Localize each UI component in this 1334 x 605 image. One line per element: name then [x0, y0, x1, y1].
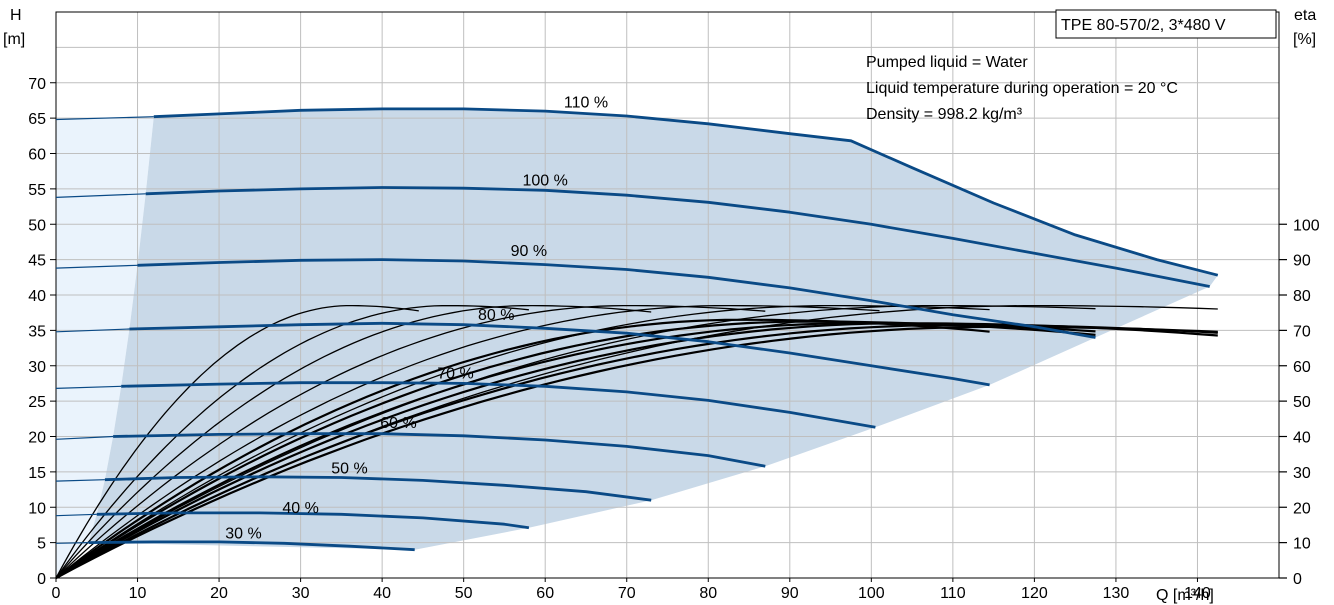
info-pumped-liquid: Pumped liquid = Water [866, 54, 1028, 71]
x-tick-label: 90 [781, 585, 799, 602]
y-right-tick-label: 40 [1293, 430, 1311, 447]
x-tick-label: 60 [536, 585, 554, 602]
axis-ticks: 0 10 20 30 40 50 60 70 80 90 100 110 120 130 140051015… [28, 76, 1320, 602]
head-curve-label: 90 % [511, 243, 547, 260]
x-tick-label: 130 [1103, 585, 1130, 602]
title-box [1055, 9, 1277, 39]
head-curve-min-flow-segment [55, 435, 114, 440]
efficiency-curve [55, 325, 1218, 579]
x-tick-label: 110 [940, 585, 966, 602]
head-curves [55, 107, 1219, 552]
head-curve-label: 30 % [225, 525, 261, 542]
y-right-tick-label: 80 [1293, 288, 1311, 305]
x-tick-label: 50 [455, 585, 473, 602]
x-tick-label: 40 [373, 585, 391, 602]
head-curve-min-flow-segment [55, 385, 122, 389]
head-curve [121, 381, 876, 429]
head-curve [96, 511, 530, 530]
x-tick-label: 20 [210, 585, 228, 602]
efficiency-curves [55, 304, 1218, 579]
head-curve [104, 475, 652, 502]
y-right-tick-label: 60 [1293, 359, 1311, 376]
head-curve-min-flow-segment [55, 479, 105, 482]
chart-title: TPE 80-570/2, 3*480 V [1061, 17, 1226, 34]
head-curve [145, 186, 1210, 288]
head-curve-label: 70 % [437, 365, 473, 382]
y-right-tick-label: 30 [1293, 465, 1311, 482]
y-left-tick-label: 55 [28, 182, 46, 199]
efficiency-curve [55, 304, 990, 579]
head-curve [137, 258, 1096, 339]
y-left-tick-label: 20 [28, 430, 46, 447]
head-curve [113, 432, 766, 468]
y-left-tick-label: 25 [28, 394, 46, 411]
head-curve [88, 540, 415, 552]
y-left-axis-label-line1: H [10, 7, 22, 24]
efficiency-curve [55, 304, 1096, 579]
head-curve-min-flow-segment [55, 328, 130, 333]
efficiency-curve [55, 304, 419, 579]
y-right-tick-label: 10 [1293, 536, 1311, 553]
head-curve-labels: 110 % 100 % 90 % 80 % 70 % 60 % 50 % 40 % 30 % [225, 95, 608, 543]
operating-area-fill [88, 108, 1218, 550]
y-left-tick-label: 60 [28, 147, 46, 164]
head-curve-min-flow-segment [55, 264, 138, 269]
x-tick-label: 140 [1184, 585, 1211, 602]
y-left-tick-label: 40 [28, 288, 46, 305]
head-curve-label: 60 % [380, 415, 416, 432]
head-curve-min-flow-segment [55, 542, 89, 544]
x-tick-label: 120 [1021, 585, 1048, 602]
head-curve-label: 80 % [478, 307, 514, 324]
y-left-tick-label: 35 [28, 323, 46, 340]
x-tick-label: 30 [292, 585, 310, 602]
head-curve-min-flow-segment [55, 193, 146, 198]
y-right-axis-label-line2: [%] [1293, 31, 1316, 48]
y-left-tick-label: 10 [28, 500, 46, 517]
y-left-tick-label: 15 [28, 465, 46, 482]
x-tick-label: 10 [129, 585, 147, 602]
y-left-tick-label: 50 [28, 217, 46, 234]
y-left-tick-label: 0 [37, 571, 46, 588]
y-right-tick-label: 90 [1293, 253, 1311, 270]
y-right-tick-label: 0 [1293, 571, 1302, 588]
info-liquid-temperature: Liquid temperature during operation = 20… [866, 80, 1178, 97]
x-axis-label: Q [m³/h] [1156, 587, 1214, 604]
x-tick-label: 70 [618, 585, 636, 602]
head-curve-label: 40 % [282, 500, 318, 517]
head-curve-min-flow-segment [55, 513, 97, 517]
x-tick-label: 80 [699, 585, 717, 602]
operating-area [56, 108, 1218, 578]
y-right-tick-label: 20 [1293, 500, 1311, 517]
y-left-tick-label: 5 [37, 536, 46, 553]
y-left-axis-label-line2: [m] [3, 31, 25, 48]
y-right-tick-label: 50 [1293, 394, 1311, 411]
head-curve-label: 110 % [564, 95, 608, 112]
y-right-tick-label: 70 [1293, 323, 1311, 340]
grid [55, 11, 1280, 579]
y-right-tick-label: 100 [1293, 217, 1320, 234]
head-curve-min-flow-segment [55, 116, 154, 121]
y-left-tick-label: 30 [28, 359, 46, 376]
head-curve-label: 100 % [523, 172, 568, 189]
y-right-axis-label-line1: eta [1294, 7, 1316, 24]
y-left-tick-label: 65 [28, 111, 46, 128]
x-tick-label: 0 [52, 585, 61, 602]
head-curve-label: 50 % [331, 460, 367, 477]
head-curve [153, 107, 1219, 277]
min-flow-area [56, 116, 154, 578]
head-curve [129, 321, 990, 387]
y-left-tick-label: 45 [28, 253, 46, 270]
efficiency-curve [55, 304, 652, 579]
y-left-tick-label: 70 [28, 76, 46, 93]
info-density: Density = 998.2 kg/m³ [866, 106, 1023, 123]
x-tick-label: 100 [858, 585, 885, 602]
